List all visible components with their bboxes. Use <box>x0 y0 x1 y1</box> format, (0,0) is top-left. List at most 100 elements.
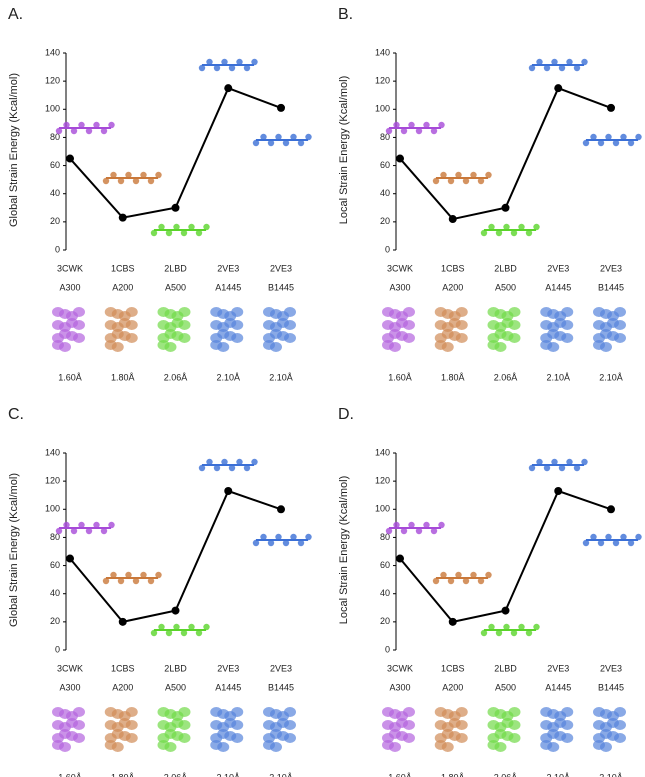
x-tick-label: 3CWK <box>387 263 413 273</box>
ligand-atom <box>635 533 642 541</box>
protein-blob <box>178 733 191 743</box>
protein-blob <box>284 720 296 730</box>
ligand-image <box>198 458 258 472</box>
panel: A. Global Strain Energy (Kcal/mol) 0 20 40 60… <box>8 6 312 382</box>
ligand-atom <box>165 629 173 637</box>
ligand-atom <box>158 223 165 231</box>
ligand-atom <box>432 177 440 185</box>
ligand-atom <box>275 533 282 541</box>
ligand-atom <box>102 177 110 185</box>
ligand-atom <box>78 521 85 529</box>
ligand-atom <box>132 577 140 585</box>
ligand-atom <box>440 171 447 179</box>
y-tick-label: 120 <box>375 476 390 486</box>
ligand-atom <box>551 458 558 466</box>
ligand-atom <box>480 629 488 637</box>
ligand-atom <box>447 577 455 585</box>
ligand-image <box>528 58 588 72</box>
ligand-atom <box>582 139 590 147</box>
resolution-label: 2.10Å <box>269 372 293 382</box>
y-axis-label: Local Strain Energy (Kcal/mol) <box>338 476 350 625</box>
protein-blob <box>73 307 85 317</box>
y-tick-label: 40 <box>380 188 390 198</box>
ligand-atom <box>423 121 430 129</box>
ligand-atom <box>251 58 258 66</box>
data-point <box>224 486 233 495</box>
resolution-label: 2.06Å <box>494 772 518 777</box>
protein-blob <box>614 307 626 317</box>
ligand-atom <box>203 623 210 631</box>
protein-blob <box>403 333 415 343</box>
resolution-label: 2.06Å <box>164 772 188 777</box>
data-point <box>501 203 510 212</box>
ligand-atom <box>582 539 590 547</box>
ligand-atom <box>447 177 455 185</box>
y-tick-label: 40 <box>50 588 60 598</box>
resolution-label: 1.60Å <box>388 772 412 777</box>
ligand-atom <box>566 458 573 466</box>
resolution-label: 2.06Å <box>494 372 518 382</box>
protein-blob <box>508 333 521 343</box>
ligand-atom <box>581 58 588 66</box>
ligand-atom <box>543 64 551 72</box>
protein-blob <box>270 342 282 352</box>
ligand-atom <box>251 458 258 466</box>
ligand-atom <box>252 539 260 547</box>
chain-label: A200 <box>112 682 133 692</box>
protein-image <box>157 707 191 752</box>
protein-blob <box>231 320 244 330</box>
ligand-atom <box>543 464 551 472</box>
ligand-atom <box>110 571 117 579</box>
ligand-atom <box>518 223 525 231</box>
protein-image <box>210 707 244 752</box>
ligand-atom <box>485 571 492 579</box>
panel-label: A. <box>8 6 23 23</box>
ligand-atom <box>63 521 70 529</box>
protein-blob <box>494 342 507 352</box>
x-tick-label: 2VE3 <box>270 263 292 273</box>
ligand-atom <box>100 127 108 135</box>
resolution-label: 1.60Å <box>58 372 82 382</box>
ligand-atom <box>581 458 588 466</box>
ligand-atom <box>297 139 305 147</box>
ligand-atom <box>236 58 243 66</box>
resolution-label: 2.10Å <box>546 772 570 777</box>
ligand-atom <box>533 223 540 231</box>
protein-blob <box>73 333 85 343</box>
ligand-image <box>385 121 445 135</box>
protein-image <box>104 307 138 352</box>
ligand-atom <box>525 629 533 637</box>
ligand-atom <box>155 171 162 179</box>
resolution-label: 2.10Å <box>599 772 623 777</box>
chain-label: A1445 <box>545 282 571 292</box>
y-tick-label: 100 <box>375 104 390 114</box>
ligand-atom <box>125 171 132 179</box>
protein-blob <box>561 333 574 343</box>
ligand-atom <box>495 229 503 237</box>
chain-label: A1445 <box>215 682 241 692</box>
ligand-atom <box>566 58 573 66</box>
data-line <box>69 489 282 623</box>
protein-blob <box>547 742 560 752</box>
ligand-atom <box>275 133 282 141</box>
protein-image <box>434 707 468 752</box>
ligand-atom <box>267 539 275 547</box>
data-point <box>554 84 563 93</box>
ligand-atom <box>188 623 195 631</box>
protein-blob <box>455 307 468 317</box>
chain-label: A300 <box>389 682 410 692</box>
protein-blob <box>614 720 626 730</box>
x-tick-label: 2LBD <box>164 263 187 273</box>
protein-blob <box>455 720 468 730</box>
ligand-atom <box>620 133 627 141</box>
ligand-atom <box>213 464 221 472</box>
chain-label: A500 <box>495 282 516 292</box>
protein-blob <box>59 742 71 752</box>
data-line <box>399 489 612 623</box>
data-point <box>396 154 404 163</box>
data-point <box>224 84 233 93</box>
ligand-atom <box>305 533 312 541</box>
protein-blob <box>494 742 507 752</box>
protein-blob <box>73 720 85 730</box>
ligand-atom <box>612 139 620 147</box>
